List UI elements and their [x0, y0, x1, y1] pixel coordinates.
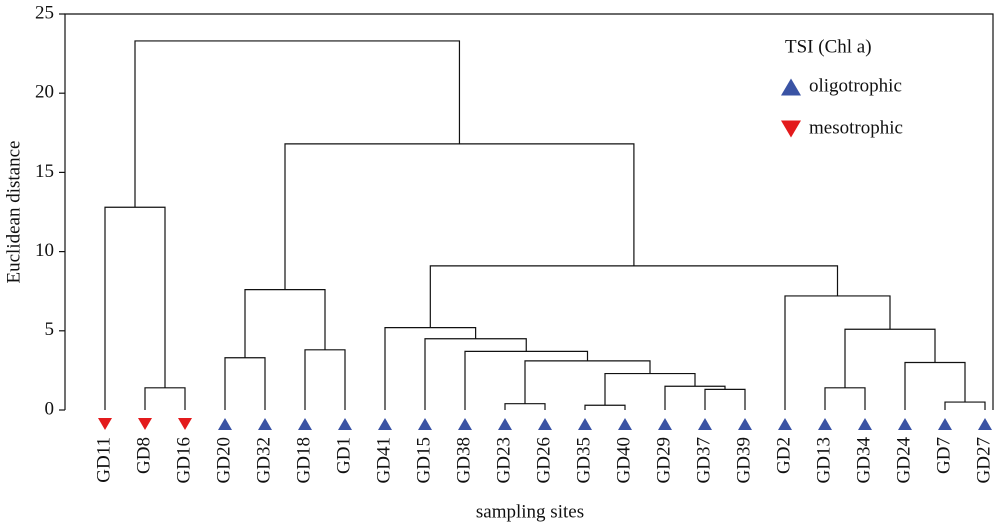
x-tick-label: GD35: [573, 437, 594, 483]
dendrogram-link: [104, 206, 166, 410]
x-tick-label: GD41: [373, 437, 394, 483]
leaf-marker: [98, 418, 112, 430]
x-tick-label: GD24: [893, 437, 914, 484]
legend-label: oligotrophic: [809, 75, 902, 96]
dendrogram-link: [144, 387, 186, 410]
x-tick-label: GD8: [133, 437, 154, 474]
legend-marker: [781, 78, 801, 96]
x-tick-label: GD29: [653, 437, 674, 483]
x-tick-label: GD16: [173, 437, 194, 483]
leaf-marker: [338, 418, 352, 430]
y-tick-label: 20: [35, 82, 54, 103]
dendrogram-link: [524, 360, 651, 404]
dendrogram-link: [304, 349, 346, 410]
leaf-marker: [658, 418, 672, 430]
x-tick-label: GD39: [733, 437, 754, 483]
x-tick-label: GD34: [853, 437, 874, 484]
x-tick-label: GD1: [333, 437, 354, 474]
leaf-marker: [778, 418, 792, 430]
leaf-marker: [378, 418, 392, 430]
dendrogram-link: [424, 338, 527, 410]
leaf-marker: [218, 418, 232, 430]
leaf-marker: [458, 418, 472, 430]
leaf-marker: [738, 418, 752, 430]
dendrogram-link: [704, 388, 746, 410]
leaf-marker: [938, 418, 952, 430]
leaf-marker: [538, 418, 552, 430]
x-tick-label: GD37: [693, 437, 714, 483]
plot-frame: [64, 13, 994, 410]
x-tick-label: GD23: [493, 437, 514, 483]
dendrogram-link: [904, 361, 966, 410]
x-tick-label: GD40: [613, 437, 634, 483]
x-tick-label: GD27: [973, 437, 994, 483]
x-tick-label: GD13: [813, 437, 834, 483]
dendrogram-link: [824, 387, 866, 410]
dendrogram-link: [384, 327, 477, 410]
legend-title: TSI (Chl a): [785, 36, 872, 57]
x-tick-label: GD7: [933, 437, 954, 474]
dendrogram-link: [944, 401, 986, 410]
y-tick-label: 5: [45, 319, 55, 340]
dendrogram-link: [844, 328, 936, 388]
dendrogram-link: [429, 265, 839, 328]
leaf-marker: [138, 418, 152, 430]
leaf-marker: [818, 418, 832, 430]
x-tick-label: GD11: [93, 437, 114, 483]
dendrogram-link: [604, 372, 696, 406]
dendrogram-link: [224, 357, 266, 410]
leaf-marker: [418, 418, 432, 430]
y-axis-label: Euclidean distance: [3, 141, 24, 284]
x-axis-label: sampling sites: [476, 501, 584, 522]
leaf-marker: [298, 418, 312, 430]
x-tick-label: GD26: [533, 437, 554, 483]
y-tick-label: 10: [35, 240, 54, 261]
dendrogram-link: [244, 289, 326, 358]
x-tick-label: GD15: [413, 437, 434, 483]
y-tick-label: 0: [45, 398, 55, 419]
leaf-marker: [498, 418, 512, 430]
leaf-marker: [858, 418, 872, 430]
legend-label: mesotrophic: [809, 117, 903, 138]
dendrogram-link: [134, 40, 461, 208]
leaf-marker: [618, 418, 632, 430]
leaf-marker: [698, 418, 712, 430]
y-tick-label: 15: [35, 161, 54, 182]
leaf-marker: [578, 418, 592, 430]
y-tick-label: 25: [35, 2, 54, 23]
x-tick-label: GD38: [453, 437, 474, 483]
legend-marker: [781, 120, 801, 138]
leaf-marker: [898, 418, 912, 430]
dendrogram-link: [464, 350, 589, 410]
dendrogram-link: [284, 143, 635, 290]
leaf-marker: [258, 418, 272, 430]
leaf-marker: [978, 418, 992, 430]
dendrogram-link: [504, 403, 546, 410]
x-tick-label: GD20: [213, 437, 234, 483]
leaf-marker: [178, 418, 192, 430]
x-tick-label: GD2: [773, 437, 794, 474]
x-tick-label: GD18: [293, 437, 314, 483]
x-tick-label: GD32: [253, 437, 274, 483]
dendrogram-link: [784, 295, 891, 410]
dendrogram-link: [584, 404, 626, 410]
